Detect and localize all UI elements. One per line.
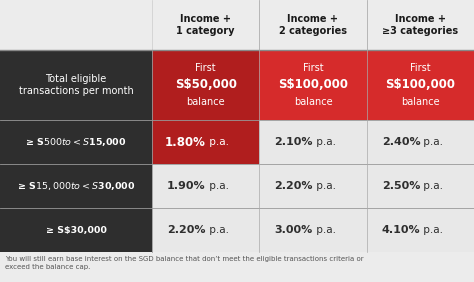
Text: p.a.: p.a. [206,225,228,235]
Text: balance: balance [294,97,332,107]
Bar [259,50,367,120]
Text: Income +
≥3 categories: Income + ≥3 categories [382,14,458,36]
Bar [259,164,367,208]
Text: ≥ S$15,000 to < S$30,000: ≥ S$15,000 to < S$30,000 [17,180,135,192]
Text: ≥ S$500 to < S$15,000: ≥ S$500 to < S$15,000 [25,136,127,148]
Bar [0,50,152,120]
Text: p.a.: p.a. [313,225,336,235]
Bar [152,120,259,164]
Text: 2.50%: 2.50% [382,181,420,191]
Bar [367,164,474,208]
Text: First: First [303,63,323,73]
Text: 4.10%: 4.10% [382,225,420,235]
Text: S$100,000: S$100,000 [385,78,456,91]
Bar [152,164,259,208]
Text: S$50,000: S$50,000 [174,78,237,91]
Bar [0,208,152,252]
Text: p.a.: p.a. [420,181,443,191]
Text: ≥ S$30,000: ≥ S$30,000 [46,226,107,235]
Text: You will still earn base interest on the SGD balance that don’t meet the eligibl: You will still earn base interest on the… [5,256,364,270]
Bar [152,50,259,120]
Text: First: First [195,63,216,73]
Text: p.a.: p.a. [206,137,228,147]
Text: balance: balance [186,97,225,107]
Bar [0,120,152,164]
Bar [259,120,367,164]
Text: Income +
1 category: Income + 1 category [176,14,235,36]
Bar [367,50,474,120]
Text: p.a.: p.a. [313,137,336,147]
Text: Total eligible
transactions per month: Total eligible transactions per month [18,74,133,96]
Bar [0,164,152,208]
Text: p.a.: p.a. [420,225,443,235]
Text: 1.80%: 1.80% [165,135,206,149]
Text: p.a.: p.a. [206,181,228,191]
Text: 2.40%: 2.40% [382,137,420,147]
Text: p.a.: p.a. [313,181,336,191]
Bar [0,252,474,282]
Text: p.a.: p.a. [420,137,443,147]
Bar [367,120,474,164]
Text: 2.10%: 2.10% [274,137,313,147]
Text: First: First [410,63,431,73]
Bar [0,0,474,50]
Text: Income +
2 categories: Income + 2 categories [279,14,347,36]
Bar [367,208,474,252]
Text: 1.90%: 1.90% [167,181,206,191]
Text: 2.20%: 2.20% [167,225,206,235]
Text: balance: balance [401,97,440,107]
Text: 2.20%: 2.20% [274,181,313,191]
Bar [152,208,259,252]
Text: S$100,000: S$100,000 [278,78,348,91]
Text: 3.00%: 3.00% [275,225,313,235]
Bar [259,208,367,252]
